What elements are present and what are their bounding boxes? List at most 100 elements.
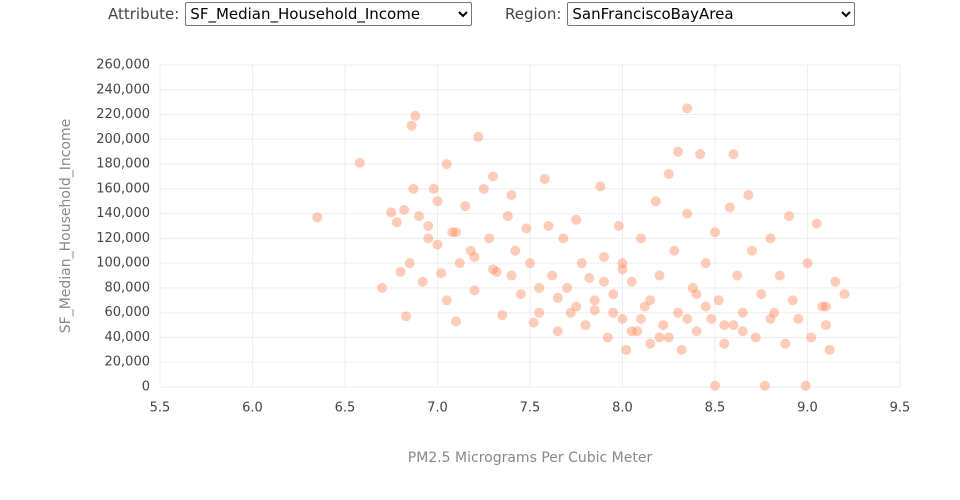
point [806, 332, 817, 343]
point [515, 289, 526, 300]
point [377, 282, 387, 293]
point [710, 227, 720, 238]
point [713, 295, 724, 306]
point [700, 258, 711, 269]
point [617, 258, 628, 269]
point [682, 103, 693, 114]
point [617, 264, 628, 275]
point [521, 223, 532, 234]
x-tick-label: 7.5 [520, 401, 541, 416]
point [817, 301, 828, 312]
point [759, 380, 770, 391]
point [700, 301, 711, 312]
point [580, 320, 591, 331]
region-control: Region: SanFranciscoBayArea [505, 2, 856, 26]
point [441, 159, 452, 170]
point [571, 214, 582, 225]
point [769, 307, 780, 318]
point [478, 183, 489, 194]
y-tick-label: 260,000 [96, 58, 150, 73]
y-tick-label: 80,000 [105, 280, 151, 295]
x-tick-label: 7.0 [427, 401, 448, 416]
x-axis-title: PM2.5 Micrograms Per Cubic Meter [408, 450, 653, 466]
point [802, 258, 813, 269]
point [654, 332, 665, 343]
point [750, 332, 761, 343]
point [673, 307, 683, 318]
point [562, 282, 572, 293]
point [821, 301, 831, 312]
point [423, 233, 434, 244]
point [636, 313, 646, 324]
point [669, 245, 680, 256]
point [589, 295, 600, 306]
region-select[interactable]: SanFranciscoBayArea [567, 2, 856, 26]
point [821, 320, 831, 331]
point [441, 295, 452, 306]
point [780, 338, 791, 349]
point [737, 326, 748, 337]
point [447, 227, 458, 238]
y-tick-label: 200,000 [96, 132, 150, 147]
point [399, 204, 410, 215]
point [663, 332, 674, 343]
point [491, 266, 502, 277]
point [469, 285, 480, 296]
point [451, 227, 461, 238]
point [599, 276, 609, 287]
point [639, 301, 650, 312]
point [465, 245, 476, 256]
point [410, 110, 421, 121]
point [595, 181, 606, 192]
point [673, 146, 683, 157]
y-tick-label: 100,000 [96, 256, 150, 271]
point [543, 221, 554, 231]
y-tick-label: 140,000 [96, 206, 150, 221]
point [473, 131, 484, 142]
x-tick-label: 8.5 [705, 401, 726, 416]
point [408, 183, 419, 194]
point [584, 273, 595, 284]
point [645, 295, 656, 306]
point [599, 251, 609, 262]
point [682, 208, 693, 219]
point [811, 218, 822, 229]
y-axis-title: SF_Median_Household_Income [58, 119, 74, 333]
point [506, 190, 517, 201]
point [824, 344, 835, 355]
point [682, 313, 693, 324]
point [737, 307, 748, 318]
point [621, 344, 632, 355]
point [436, 268, 447, 279]
x-tick-label: 5.5 [150, 401, 171, 416]
point [432, 239, 443, 250]
point [691, 289, 702, 300]
point [747, 245, 757, 256]
point [460, 201, 471, 212]
point [552, 292, 563, 303]
controls: Attribute: SF_Median_Household_Income Re… [0, 2, 960, 28]
point [724, 202, 735, 213]
point [728, 149, 739, 160]
x-tick-label: 9.0 [797, 401, 818, 416]
point [654, 270, 665, 281]
attribute-select[interactable]: SF_Median_Household_Income [185, 2, 473, 26]
point [765, 313, 776, 324]
y-tick-label: 40,000 [105, 330, 151, 345]
point [728, 320, 739, 331]
point [525, 258, 535, 269]
point [354, 157, 365, 168]
point [732, 270, 743, 281]
grid [159, 64, 901, 388]
point [558, 233, 569, 244]
point [645, 338, 656, 349]
point [497, 310, 508, 321]
point [687, 282, 698, 293]
point [756, 289, 767, 300]
point [784, 211, 794, 222]
point [608, 289, 619, 300]
y-tick-label: 240,000 [96, 82, 150, 97]
point [774, 270, 785, 281]
